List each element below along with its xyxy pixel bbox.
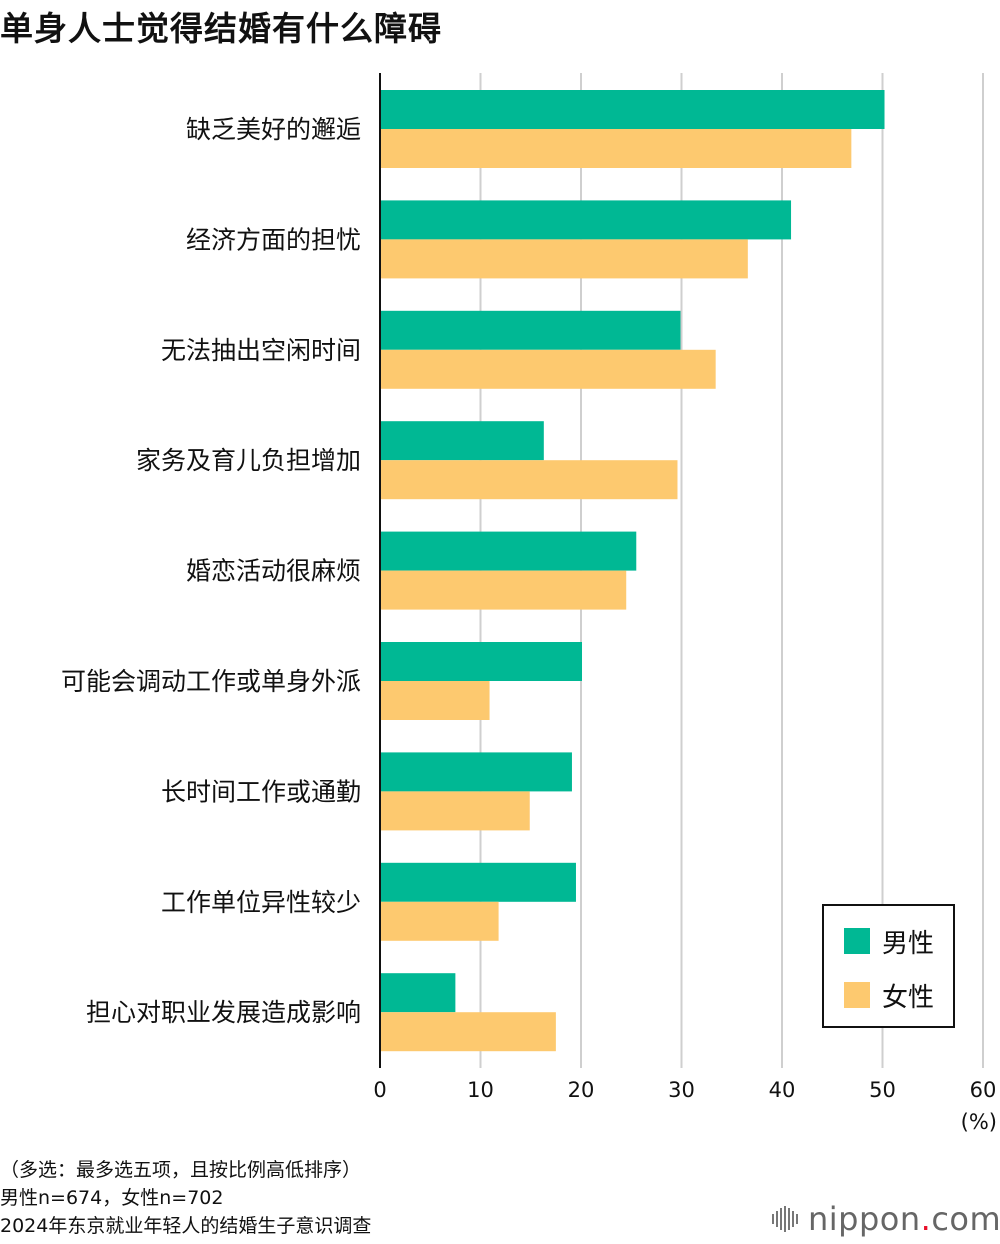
tick-label-60: 60: [970, 1078, 997, 1102]
legend: 男性 女性: [822, 904, 955, 1028]
logo-text: nippon.com: [808, 1200, 1000, 1238]
category-label-8: 担心对职业发展造成影响: [86, 998, 361, 1027]
category-label-2: 无法抽出空闲时间: [161, 336, 361, 365]
nippon-logo: nippon.com: [772, 1198, 1000, 1240]
bar-female-3: [380, 460, 678, 500]
category-label-4: 婚恋活动很麻烦: [186, 557, 361, 586]
bar-male-1: [380, 200, 792, 240]
bar-male-0: [380, 90, 885, 129]
category-label-6: 长时间工作或通勤: [161, 777, 361, 806]
bar-chart: 缺乏美好的邂逅经济方面的担忧无法抽出空闲时间家务及育儿负担增加婚恋活动很麻烦可能…: [61, 73, 997, 1134]
bar-male-7: [380, 862, 576, 902]
legend-item-male: 男性: [844, 926, 934, 959]
note-multiple-choice: （多选：最多选五项，且按比例高低排序）: [0, 1159, 362, 1181]
legend-swatch-female: [844, 982, 870, 1008]
tick-label-30: 30: [668, 1078, 695, 1102]
x-axis-unit: (%): [961, 1110, 997, 1134]
category-label-5: 可能会调动工作或单身外派: [61, 667, 361, 696]
bar-male-8: [380, 973, 456, 1013]
bar-female-0: [380, 129, 852, 168]
logo-bars-icon: [772, 1206, 800, 1232]
category-label-3: 家务及育儿负担增加: [136, 446, 361, 475]
legend-label-male: 男性: [882, 928, 935, 959]
legend-swatch-male: [844, 928, 870, 954]
bar-female-1: [380, 239, 748, 279]
note-sample-size: 男性n=674，女性n=702: [0, 1187, 224, 1209]
legend-item-female: 女性: [844, 980, 934, 1013]
category-label-0: 缺乏美好的邂逅: [186, 115, 361, 144]
bar-female-5: [380, 681, 490, 720]
bars: [380, 90, 885, 1052]
bar-male-2: [380, 310, 681, 350]
category-label-7: 工作单位异性较少: [161, 888, 361, 917]
chart-title: 单身人士觉得结婚有什么障碍: [0, 9, 442, 48]
tick-label-40: 40: [769, 1078, 796, 1102]
tick-label-50: 50: [869, 1078, 896, 1102]
bar-female-2: [380, 349, 716, 389]
x-axis-ticks: 0 10 20 30 40 50 60: [373, 1078, 996, 1102]
bar-female-6: [380, 791, 530, 831]
bar-female-8: [380, 1012, 556, 1052]
tick-label-10: 10: [467, 1078, 494, 1102]
tick-label-0: 0: [373, 1078, 386, 1102]
bar-male-3: [380, 421, 544, 461]
bar-female-7: [380, 901, 499, 941]
bar-male-5: [380, 642, 583, 681]
bar-male-4: [380, 531, 637, 571]
category-label-1: 经济方面的担忧: [186, 225, 361, 254]
chart-notes: （多选：最多选五项，且按比例高低排序） 男性n=674，女性n=702 2024…: [0, 1156, 371, 1240]
bar-male-6: [380, 752, 572, 792]
note-source: 2024年东京就业年轻人的结婚生子意识调查: [0, 1215, 372, 1237]
bar-female-4: [380, 570, 627, 610]
legend-label-female: 女性: [882, 982, 935, 1013]
category-labels: 缺乏美好的邂逅经济方面的担忧无法抽出空闲时间家务及育儿负担增加婚恋活动很麻烦可能…: [61, 115, 361, 1027]
tick-label-20: 20: [568, 1078, 595, 1102]
